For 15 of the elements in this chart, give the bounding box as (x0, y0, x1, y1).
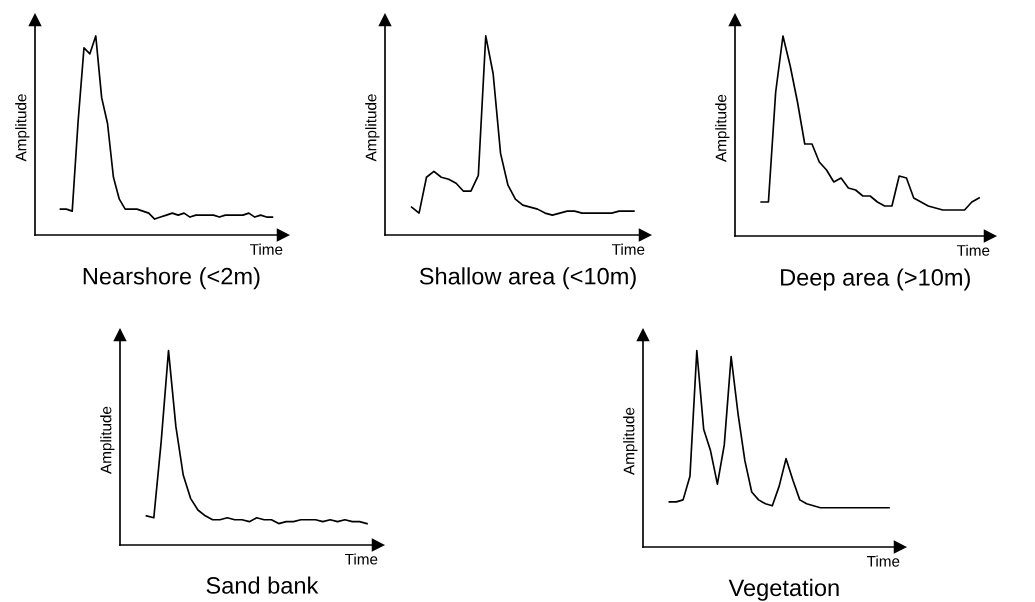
text: Vegetation (728, 578, 839, 601)
x-axis-title: Time (956, 244, 990, 256)
x-axis-title: Time (344, 553, 378, 565)
y-axis-title: Amplitude (15, 94, 30, 162)
x-axis-title: Time (611, 243, 645, 255)
x-axis-title: Time (249, 243, 283, 255)
text: Sand bank (206, 576, 319, 594)
x-axis-title: Time (866, 555, 900, 567)
y-axis-title: Amplitude (365, 94, 380, 162)
text: Deep area (>10m) (781, 268, 970, 291)
y-axis-title: Amplitude (715, 94, 730, 162)
y-axis-title: Amplitude (100, 406, 115, 474)
y-axis-title: Amplitude (623, 407, 638, 475)
text: Shallow area (<10m) (419, 267, 636, 290)
text: Nearshore (<2m) (83, 267, 260, 290)
